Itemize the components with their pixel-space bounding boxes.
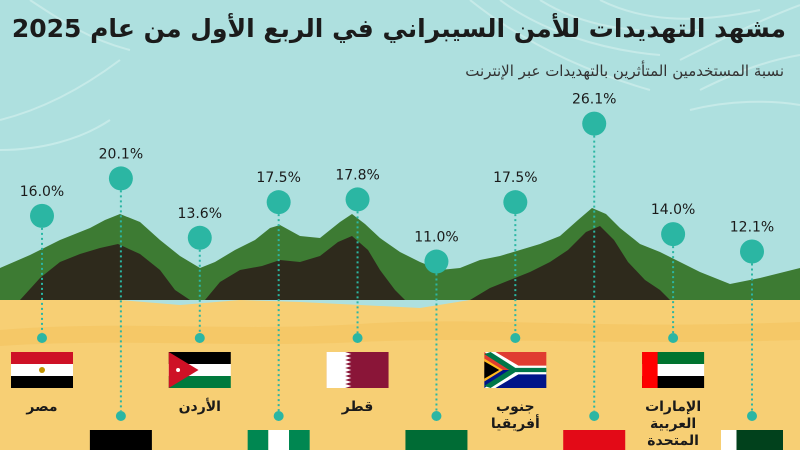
- data-point: [661, 222, 686, 247]
- ground-marker: [668, 333, 679, 343]
- saudi-arabia-flag: [405, 430, 468, 450]
- page-title: مشهد التهديدات للأمن السيبراني في الربع …: [11, 14, 786, 43]
- nigeria-flag: [247, 430, 310, 450]
- country-label: الأردن: [179, 398, 221, 415]
- data-point: [345, 187, 370, 212]
- page-subtitle: نسبة المستخدمين المتأثرين بالتهديدات عبر…: [465, 62, 784, 80]
- data-point: [424, 249, 449, 274]
- turkey-flag: [563, 430, 626, 450]
- value-label: 14.0%: [651, 202, 695, 218]
- ground-marker: [510, 333, 521, 343]
- ground-marker: [115, 411, 126, 421]
- qatar-flag: [326, 352, 389, 388]
- palm-leaf-decoration: [0, 0, 800, 151]
- value-label: 26.1%: [572, 92, 616, 108]
- kenya-flag: [89, 430, 152, 450]
- data-point: [582, 111, 607, 136]
- value-label: 17.5%: [493, 170, 537, 186]
- country-label: جنوب: [496, 399, 535, 415]
- data-point: [503, 190, 528, 215]
- country-label: الإمارات: [645, 399, 701, 415]
- value-label: 17.5%: [256, 170, 300, 186]
- value-label: 20.1%: [99, 146, 143, 162]
- data-point: [740, 239, 764, 264]
- country-label: أفريقيا: [491, 414, 540, 432]
- data-point: [187, 225, 212, 250]
- south-africa-flag: [484, 352, 547, 388]
- value-label: 12.1%: [730, 219, 774, 235]
- data-point: [266, 190, 291, 215]
- country-label: مصر: [25, 399, 57, 415]
- value-label: 13.6%: [178, 206, 222, 222]
- data-point: [108, 166, 133, 191]
- country-label: قطر: [341, 399, 374, 415]
- pakistan-flag: [721, 430, 783, 450]
- ground-marker: [194, 333, 205, 343]
- value-label: 11.0%: [414, 230, 458, 246]
- ground-marker: [747, 411, 757, 421]
- value-label: 16.0%: [20, 184, 64, 200]
- egypt-flag: [11, 352, 73, 388]
- data-point: [30, 203, 54, 228]
- country-label: العربية: [650, 416, 696, 432]
- uae-flag: [642, 352, 705, 388]
- value-label: 17.8%: [335, 167, 379, 183]
- ground-marker: [352, 333, 363, 343]
- jordan-flag: [168, 352, 231, 388]
- ground-marker: [37, 333, 47, 343]
- ground-marker: [431, 411, 442, 421]
- mountain-range-dark: [20, 226, 670, 300]
- country-label: المتحدة: [647, 433, 699, 449]
- ground-marker: [273, 411, 284, 421]
- ground-marker: [589, 411, 600, 421]
